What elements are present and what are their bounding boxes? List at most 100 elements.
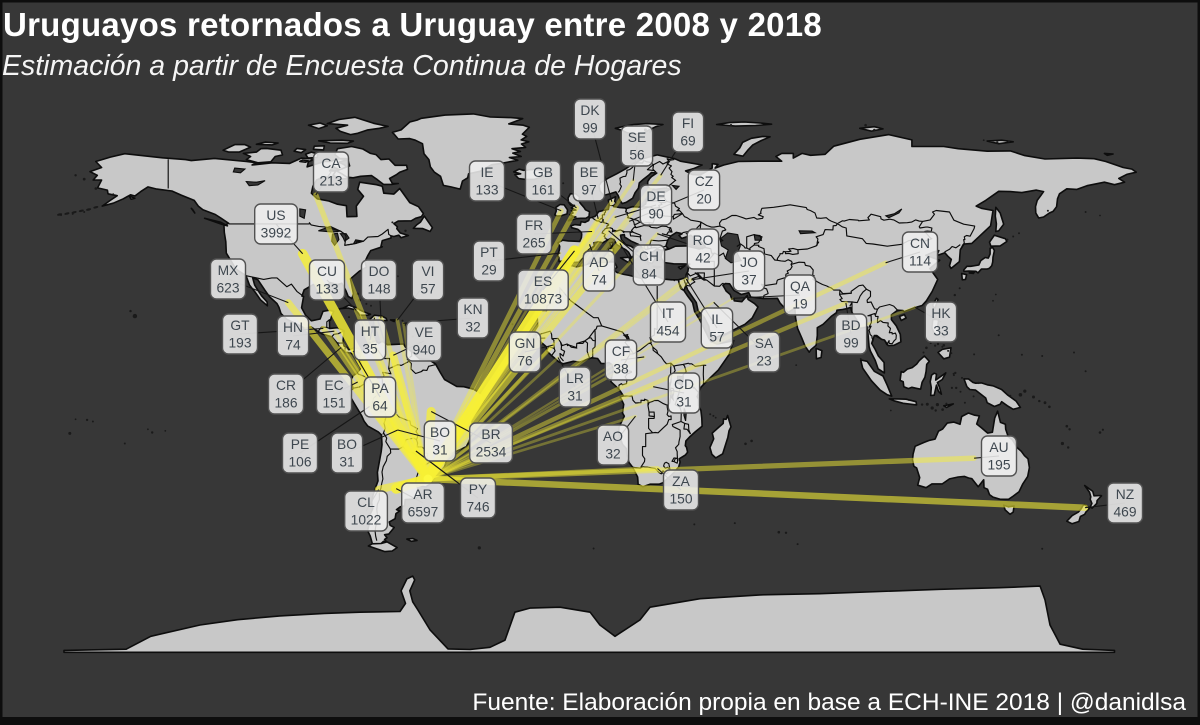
svg-text:69: 69 xyxy=(680,133,696,148)
svg-text:265: 265 xyxy=(522,235,545,250)
svg-text:AR: AR xyxy=(413,487,432,502)
svg-text:31: 31 xyxy=(567,388,582,403)
svg-text:NZ: NZ xyxy=(1116,487,1134,502)
svg-text:GT: GT xyxy=(230,318,250,333)
svg-text:PY: PY xyxy=(469,482,487,497)
svg-text:32: 32 xyxy=(465,319,480,334)
svg-text:FI: FI xyxy=(682,116,694,131)
svg-text:CD: CD xyxy=(674,377,694,392)
svg-text:74: 74 xyxy=(285,337,301,352)
svg-text:3992: 3992 xyxy=(261,225,292,240)
svg-text:74: 74 xyxy=(591,272,607,287)
svg-text:151: 151 xyxy=(322,395,345,410)
svg-text:CF: CF xyxy=(612,344,630,359)
svg-text:31: 31 xyxy=(339,454,354,469)
svg-text:35: 35 xyxy=(362,341,378,356)
svg-text:QA: QA xyxy=(790,279,811,294)
svg-text:RO: RO xyxy=(693,233,714,248)
svg-text:CN: CN xyxy=(910,236,930,251)
svg-text:DK: DK xyxy=(580,103,600,118)
svg-text:19: 19 xyxy=(792,296,808,311)
svg-text:IE: IE xyxy=(480,165,493,180)
svg-text:US: US xyxy=(266,208,285,223)
svg-text:469: 469 xyxy=(1113,504,1136,519)
svg-text:ZA: ZA xyxy=(672,474,690,489)
svg-text:623: 623 xyxy=(216,280,239,295)
svg-text:6597: 6597 xyxy=(408,504,439,519)
svg-text:CU: CU xyxy=(317,264,337,279)
svg-text:148: 148 xyxy=(367,281,390,296)
svg-text:161: 161 xyxy=(531,182,554,197)
svg-text:MX: MX xyxy=(218,263,239,278)
svg-text:KN: KN xyxy=(463,302,482,317)
svg-text:HK: HK xyxy=(931,306,951,321)
svg-text:CL: CL xyxy=(357,495,375,510)
svg-text:CA: CA xyxy=(321,156,341,171)
svg-text:Uruguayos retornados a Uruguay: Uruguayos retornados a Uruguay entre 200… xyxy=(3,6,822,43)
svg-text:IT: IT xyxy=(662,306,675,321)
svg-text:CZ: CZ xyxy=(695,174,713,189)
svg-text:Fuente: Elaboración propia en: Fuente: Elaboración propia en base a ECH… xyxy=(472,689,1186,716)
svg-text:84: 84 xyxy=(641,266,657,281)
svg-text:AD: AD xyxy=(589,255,608,270)
svg-text:186: 186 xyxy=(274,395,297,410)
svg-text:193: 193 xyxy=(228,335,251,350)
svg-text:BD: BD xyxy=(841,318,860,333)
svg-text:940: 940 xyxy=(412,342,435,357)
svg-text:150: 150 xyxy=(669,491,692,506)
svg-text:195: 195 xyxy=(987,457,1010,472)
svg-text:114: 114 xyxy=(909,253,931,268)
svg-text:31: 31 xyxy=(676,394,691,409)
svg-text:90: 90 xyxy=(648,206,664,221)
svg-text:IL: IL xyxy=(711,312,723,327)
svg-text:BE: BE xyxy=(580,165,598,180)
svg-text:CH: CH xyxy=(639,249,659,264)
svg-text:PE: PE xyxy=(291,437,309,452)
svg-text:64: 64 xyxy=(372,398,388,413)
svg-text:DO: DO xyxy=(369,264,390,279)
svg-text:57: 57 xyxy=(420,281,435,296)
svg-text:133: 133 xyxy=(475,182,498,197)
svg-text:746: 746 xyxy=(466,499,489,514)
svg-text:10873: 10873 xyxy=(524,291,563,306)
svg-text:106: 106 xyxy=(288,454,311,469)
svg-text:PT: PT xyxy=(480,245,498,260)
svg-text:38: 38 xyxy=(613,361,629,376)
svg-text:99: 99 xyxy=(582,120,598,135)
svg-text:99: 99 xyxy=(843,335,859,350)
svg-text:VI: VI xyxy=(421,264,434,279)
svg-text:HT: HT xyxy=(361,324,380,339)
svg-text:LR: LR xyxy=(566,371,584,386)
svg-text:454: 454 xyxy=(656,323,679,338)
svg-text:37: 37 xyxy=(741,272,756,287)
svg-text:HN: HN xyxy=(283,320,303,335)
svg-text:GN: GN xyxy=(515,336,536,351)
svg-text:23: 23 xyxy=(756,353,772,368)
svg-text:2534: 2534 xyxy=(476,444,507,459)
svg-text:32: 32 xyxy=(605,446,620,461)
svg-text:ES: ES xyxy=(534,274,552,289)
svg-text:BO: BO xyxy=(430,425,450,440)
svg-text:97: 97 xyxy=(581,182,596,197)
svg-text:DE: DE xyxy=(646,189,665,204)
svg-text:29: 29 xyxy=(481,262,497,277)
svg-text:VE: VE xyxy=(415,325,433,340)
svg-text:SE: SE xyxy=(628,130,646,145)
svg-text:AO: AO xyxy=(603,429,623,444)
svg-text:31: 31 xyxy=(432,442,447,457)
svg-text:BO: BO xyxy=(337,437,357,452)
svg-text:SA: SA xyxy=(755,336,774,351)
svg-text:JO: JO xyxy=(740,255,758,270)
svg-text:FR: FR xyxy=(525,218,543,233)
svg-text:76: 76 xyxy=(517,353,533,368)
svg-text:42: 42 xyxy=(695,250,710,265)
svg-text:BR: BR xyxy=(481,427,500,442)
svg-text:213: 213 xyxy=(319,173,342,188)
svg-text:133: 133 xyxy=(315,281,338,296)
svg-text:Estimación a partir de Encuest: Estimación a partir de Encuesta Continua… xyxy=(2,50,682,82)
svg-text:56: 56 xyxy=(629,147,645,162)
svg-text:AU: AU xyxy=(989,440,1008,455)
svg-text:20: 20 xyxy=(696,191,712,206)
svg-text:GB: GB xyxy=(533,165,553,180)
svg-text:33: 33 xyxy=(933,323,949,338)
